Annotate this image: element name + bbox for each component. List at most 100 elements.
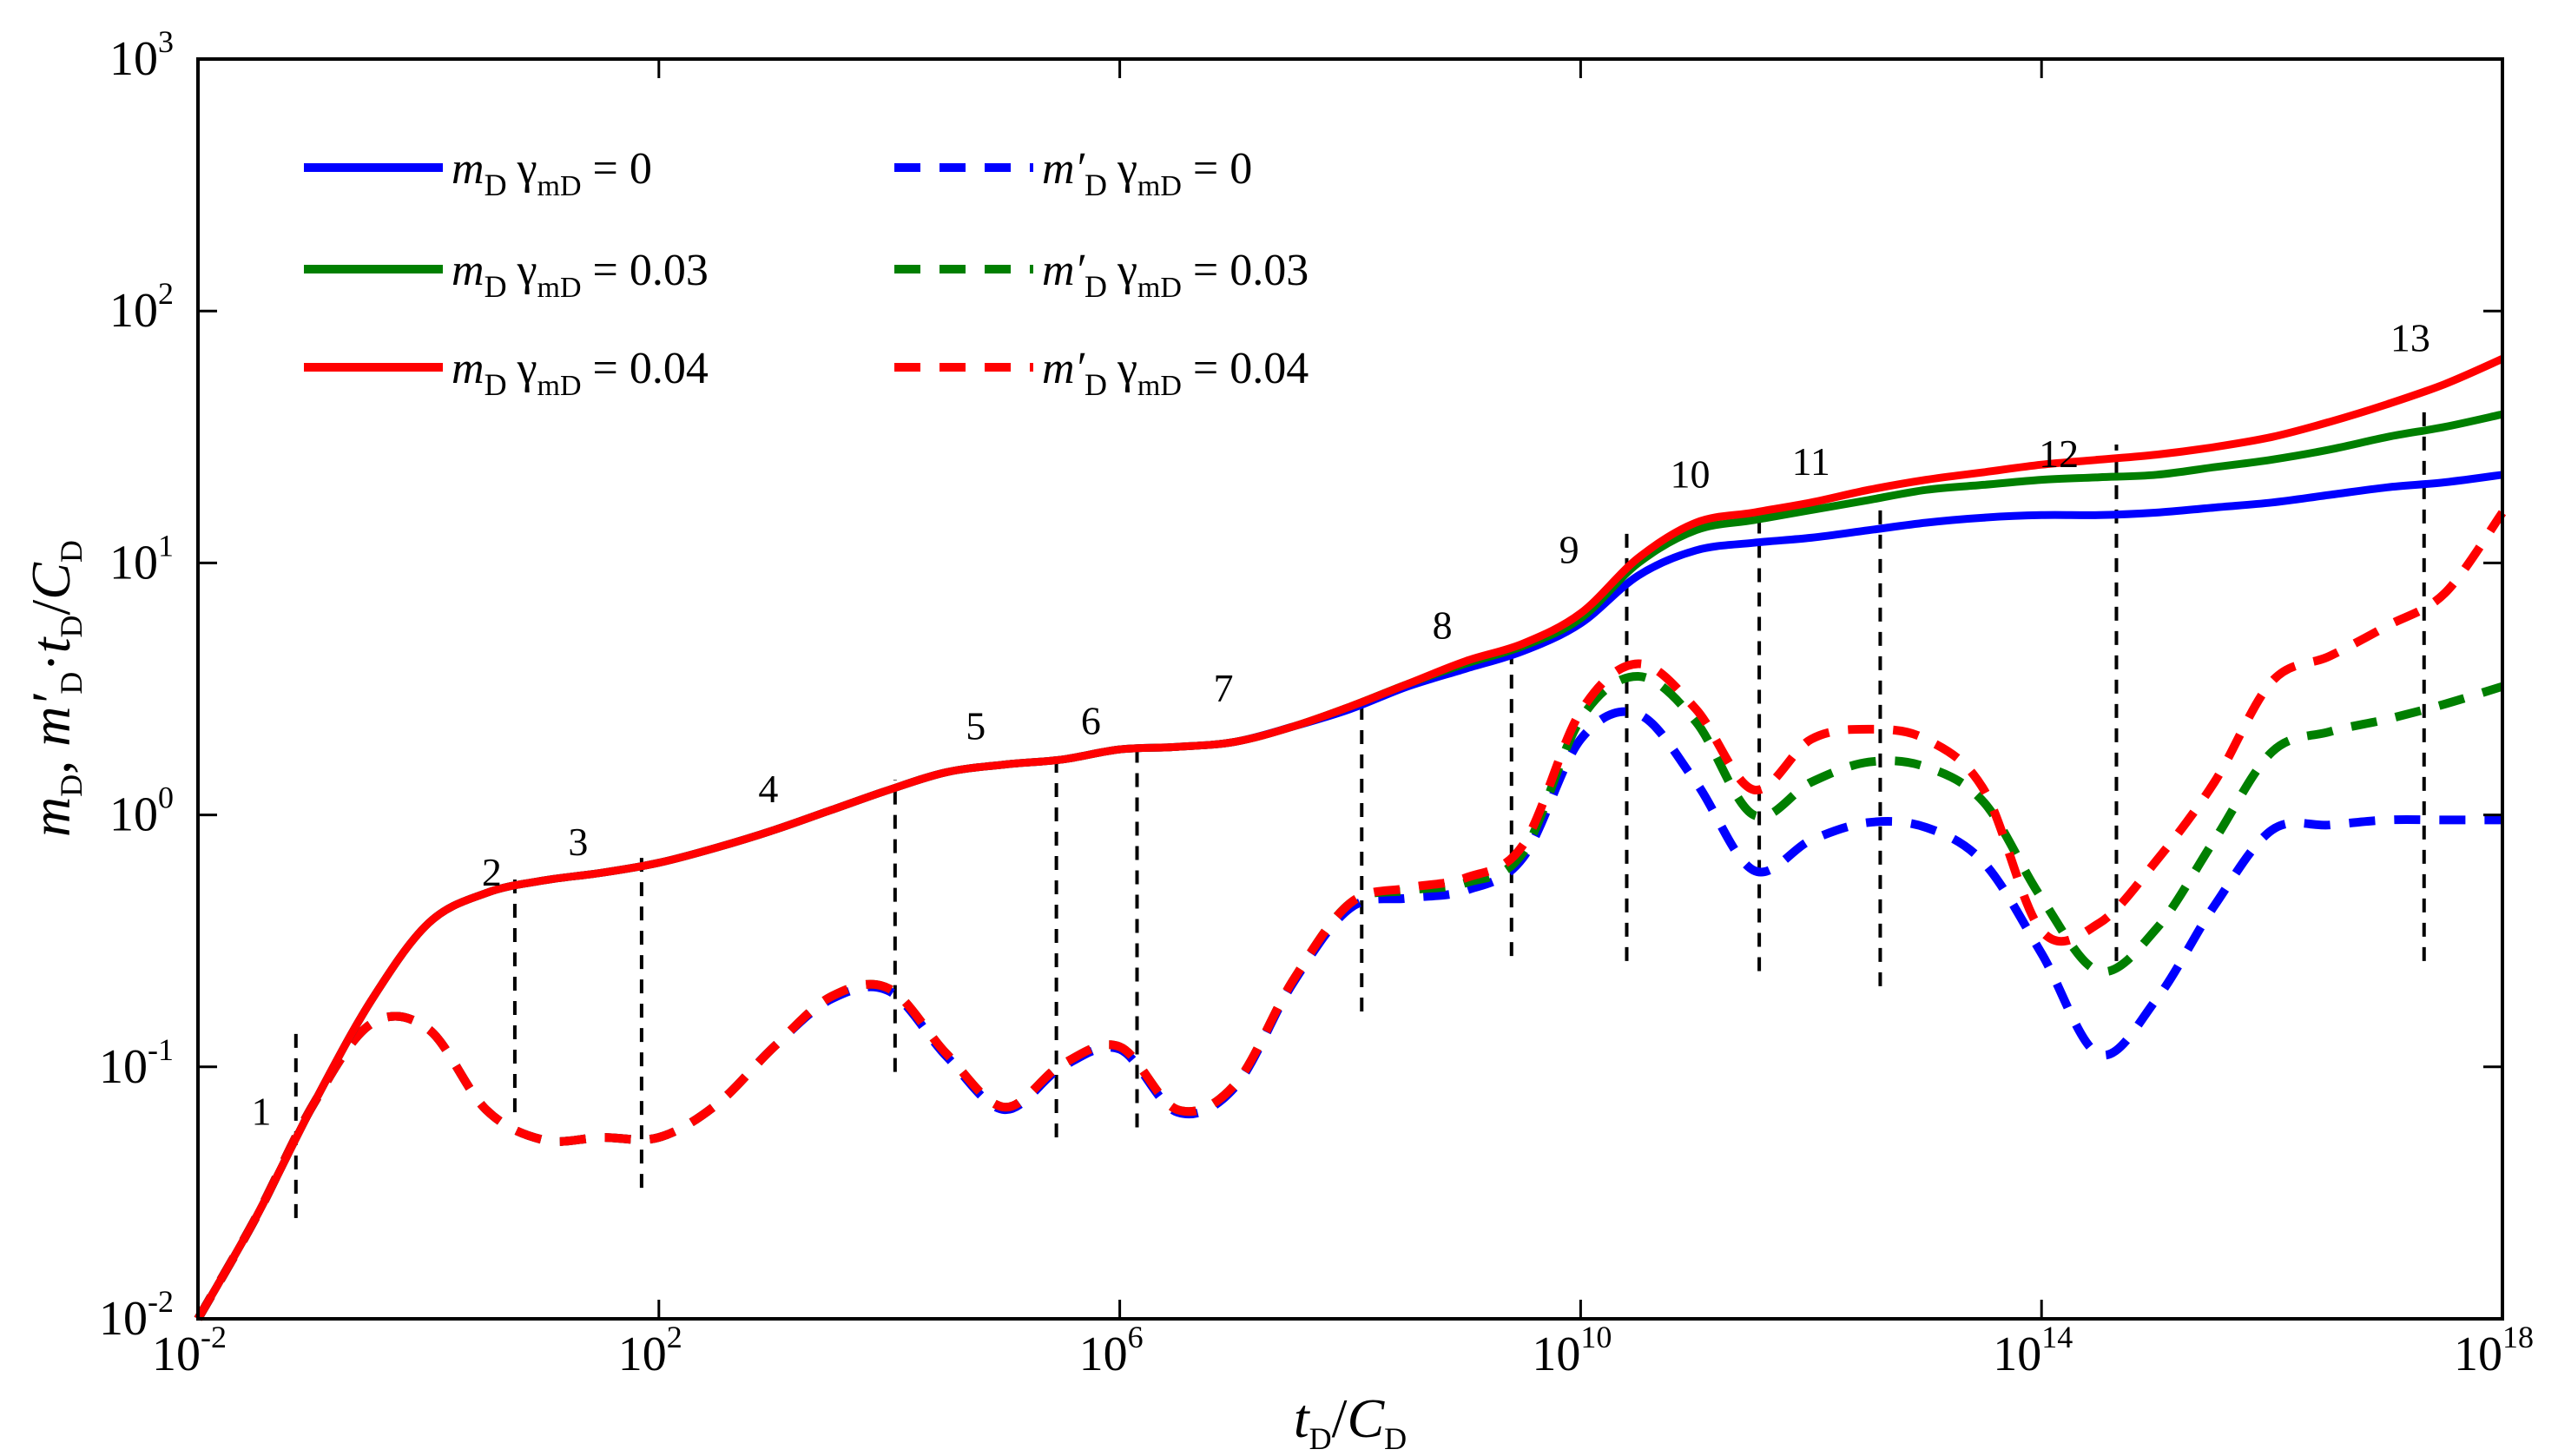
y-title-t-sub: D bbox=[54, 615, 89, 637]
legend-symbol: m′ bbox=[1042, 144, 1086, 194]
y-tick-base: 10 bbox=[99, 1040, 148, 1094]
series-layer bbox=[194, 355, 2507, 1321]
legend-symbol-sub: D bbox=[485, 269, 507, 304]
legend-symbol: m bbox=[452, 344, 485, 393]
x-tick-base: 10 bbox=[1532, 1328, 1580, 1381]
legend-symbol-sub: D bbox=[1085, 269, 1107, 304]
legend-entry: m′D γmD = 0 bbox=[1042, 144, 1252, 202]
y-tick-exp: 3 bbox=[158, 24, 174, 59]
legend-symbol-sub: D bbox=[1085, 168, 1107, 202]
plot-frame bbox=[196, 57, 2504, 1321]
x-title-c: C bbox=[1347, 1387, 1385, 1449]
pressure-series-line bbox=[194, 355, 2504, 1321]
legend-gamma-sub: mD bbox=[1137, 272, 1182, 304]
legend-symbol: m bbox=[452, 246, 485, 295]
y-tick-exp: 2 bbox=[158, 276, 174, 311]
legend-entry: mD γmD = 0 bbox=[452, 144, 652, 202]
legend-gamma-sub: mD bbox=[537, 272, 582, 304]
x-title-t-sub: D bbox=[1309, 1421, 1332, 1456]
y-tick-label: 103 bbox=[109, 24, 174, 86]
y-title-slash: / bbox=[20, 599, 82, 615]
legend-gamma: γ bbox=[1117, 246, 1137, 295]
legend-entry: m′D γmD = 0.04 bbox=[1042, 344, 1309, 402]
derivative-series-line bbox=[194, 510, 2507, 1321]
x-tick-exp: 10 bbox=[1580, 1320, 1612, 1354]
y-tick-exp: 1 bbox=[158, 528, 174, 563]
region-label: 13 bbox=[2390, 316, 2430, 360]
x-tick-exp: 18 bbox=[2502, 1320, 2534, 1354]
legend-gamma: γ bbox=[1117, 144, 1137, 194]
y-tick-exp: 0 bbox=[158, 781, 174, 815]
legend-symbol: m′ bbox=[1042, 246, 1086, 295]
y-tick-base: 10 bbox=[109, 788, 158, 842]
legend-gamma-sub: mD bbox=[1137, 370, 1182, 402]
legend-gamma: γ bbox=[517, 246, 537, 295]
y-title-sep: , bbox=[20, 747, 82, 774]
y-tick-base: 10 bbox=[109, 536, 158, 590]
axis-ticks bbox=[196, 57, 2504, 1321]
legend-symbol-sub: D bbox=[485, 367, 507, 402]
x-tick-label: 1014 bbox=[1993, 1320, 2073, 1381]
y-title-mp-sub: D bbox=[54, 672, 89, 695]
x-tick-base: 10 bbox=[152, 1328, 201, 1381]
x-tick-exp: 14 bbox=[2041, 1320, 2073, 1354]
legend-value: = 0 bbox=[582, 144, 652, 194]
region-label: 3 bbox=[568, 820, 588, 864]
legend-entry: mD γmD = 0.04 bbox=[452, 344, 709, 402]
y-tick-base: 10 bbox=[109, 32, 158, 86]
x-tick-label: 102 bbox=[618, 1320, 682, 1381]
legend-symbol-sub: D bbox=[1085, 367, 1107, 402]
legend-symbol-sub: D bbox=[485, 168, 507, 202]
y-title-c-sub: D bbox=[54, 540, 89, 563]
legend-value: = 0.03 bbox=[582, 246, 709, 295]
x-tick-labels: 10-2 102 106 1010 1014 1018 bbox=[152, 1320, 2534, 1381]
y-tick-label: 10-1 bbox=[99, 1032, 174, 1094]
region-label: 12 bbox=[2039, 432, 2079, 476]
x-tick-label: 1010 bbox=[1532, 1320, 1612, 1381]
legend-gamma: γ bbox=[517, 344, 537, 393]
legend-symbol: m bbox=[452, 144, 485, 194]
region-label: 9 bbox=[1559, 527, 1579, 571]
y-title-mp: m′ bbox=[20, 694, 82, 747]
region-label: 8 bbox=[1433, 603, 1453, 647]
region-label: 10 bbox=[1670, 451, 1710, 496]
y-tick-label: 102 bbox=[109, 276, 174, 338]
y-title-c: C bbox=[20, 562, 82, 600]
y-tick-label: 10-2 bbox=[99, 1284, 174, 1346]
region-label: 11 bbox=[1792, 439, 1830, 484]
legend-gamma-sub: mD bbox=[537, 170, 582, 202]
y-title-m: m bbox=[20, 797, 82, 837]
y-tick-exp: -2 bbox=[148, 1284, 174, 1319]
x-tick-label: 106 bbox=[1079, 1320, 1144, 1381]
y-tick-label: 101 bbox=[109, 528, 174, 590]
y-tick-label: 100 bbox=[109, 781, 174, 842]
region-label: 5 bbox=[966, 704, 986, 748]
legend-entry: mD γmD = 0.03 bbox=[452, 246, 709, 304]
legend-value: = 0.04 bbox=[582, 344, 709, 393]
region-label: 2 bbox=[482, 850, 502, 894]
y-title-m-sub: D bbox=[54, 774, 89, 797]
region-label: 6 bbox=[1081, 699, 1101, 743]
legend-value: = 0 bbox=[1182, 144, 1252, 194]
x-tick-exp: 6 bbox=[1128, 1320, 1144, 1354]
x-tick-base: 10 bbox=[1993, 1328, 2041, 1381]
y-axis-title: mD, m′D·tD/CD bbox=[20, 540, 89, 837]
region-boundaries bbox=[293, 412, 2426, 1218]
x-tick-base: 10 bbox=[2454, 1328, 2502, 1381]
x-tick-base: 10 bbox=[1079, 1328, 1128, 1381]
x-tick-exp: 2 bbox=[667, 1320, 682, 1354]
legend-gamma: γ bbox=[1117, 344, 1137, 393]
legend-symbol: m′ bbox=[1042, 344, 1086, 393]
legend-gamma: γ bbox=[517, 144, 537, 194]
x-title-slash: / bbox=[1332, 1387, 1348, 1449]
y-title-dot: · bbox=[20, 653, 82, 671]
x-axis-title: tD/CD bbox=[1294, 1387, 1407, 1456]
x-title-c-sub: D bbox=[1384, 1421, 1407, 1456]
y-tick-base: 10 bbox=[109, 284, 158, 338]
y-tick-base: 10 bbox=[99, 1292, 148, 1346]
x-title-t: t bbox=[1294, 1387, 1311, 1449]
